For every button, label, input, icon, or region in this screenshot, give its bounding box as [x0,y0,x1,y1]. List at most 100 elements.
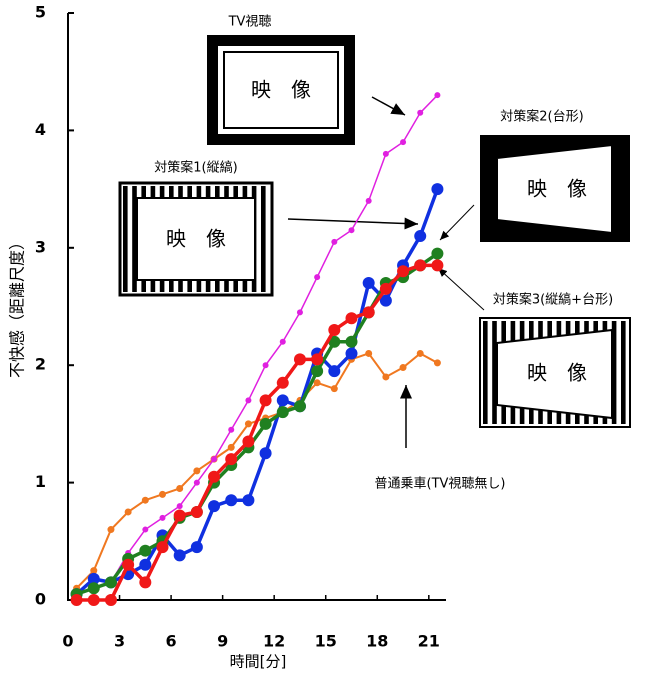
data-point [365,197,372,204]
data-point [156,541,169,554]
data-point [211,456,218,463]
data-point [433,359,441,367]
data-point [259,394,272,407]
series-line [76,263,438,602]
data-point [276,406,289,419]
data-point [87,582,100,595]
data-point [311,353,324,366]
data-point [139,576,152,589]
data-point [87,572,100,585]
data-point [314,274,321,281]
data-point [328,335,341,348]
data-point [259,447,272,460]
data-point [87,594,100,606]
data-point [416,349,424,357]
data-point [190,505,203,518]
annotation: 対策案2(台形) [500,109,583,125]
data-point [431,259,444,272]
data-point [193,479,200,486]
data-point [104,594,117,606]
data-point [176,503,183,510]
data-point [225,494,238,507]
data-point [124,508,132,516]
data-point [345,335,358,348]
data-point [159,490,166,498]
data-point [139,544,152,557]
data-point [313,379,321,387]
annotation: 対策案3(縦縞+台形) [493,292,613,308]
data-point [90,567,98,575]
x-tick-label: 21 [418,632,440,651]
data-point [173,549,186,562]
data-point [242,494,255,507]
data-point [245,397,252,404]
x-tick-label: 0 [62,632,73,651]
x-tick-label: 9 [217,632,228,651]
illustrations [118,35,631,448]
data-point [399,364,407,372]
data-point [107,526,115,534]
data-point [173,509,186,522]
data-point [311,365,324,378]
y-tick-label: 3 [35,237,46,256]
data-point [330,385,338,393]
data-point [208,470,221,483]
data-point [293,400,306,413]
data-point [225,453,238,466]
data-point [431,183,444,196]
data-point [417,109,424,116]
series-line [76,94,438,595]
image-text: 映 像 [251,78,311,102]
data-point [331,238,338,245]
data-point [228,426,235,433]
y-tick-label: 5 [35,3,46,22]
data-point [259,417,272,430]
stripe [611,321,617,424]
data-point [379,294,392,307]
x-tick-label: 3 [114,632,125,651]
stripe [132,186,137,292]
data-point [414,230,427,243]
data-point [382,150,389,157]
y-tick-label: 1 [35,472,46,491]
annotation: 対策案1(縦縞) [154,160,237,176]
data-point [379,282,392,295]
data-point [193,467,201,475]
image-text: 映 像 [166,227,226,251]
data-point [348,227,355,234]
data-point [244,420,252,428]
data-point [434,92,441,99]
x-tick-label: 12 [263,632,285,651]
x-tick-label: 18 [366,632,388,651]
data-point [328,323,341,336]
stripe [621,321,626,424]
data-point [227,443,235,451]
data-point [208,500,221,513]
annotation: 普通乗車(TV視聴無し) [375,477,506,492]
data-point [362,277,375,290]
data-point [276,376,289,389]
data-point [293,353,306,366]
image-text: 映 像 [527,361,587,385]
data-point [122,558,135,571]
image-text: 映 像 [527,177,587,201]
data-point [190,541,203,554]
annotation: TV視聴 [228,15,272,30]
data-point [345,312,358,325]
data-point [362,306,375,319]
data-point [139,558,152,571]
x-tick-label: 15 [315,632,337,651]
data-point [296,309,303,316]
data-point [141,496,149,504]
data-point [176,484,184,492]
data-point [70,594,83,606]
data-point [414,259,427,272]
data-point [279,338,286,345]
data-point [365,349,373,357]
x-axis-label: 時間[分] [230,653,287,671]
stripe [261,186,266,292]
series-line [75,188,440,596]
stripe [492,321,497,424]
y-tick-label: 4 [35,120,46,139]
